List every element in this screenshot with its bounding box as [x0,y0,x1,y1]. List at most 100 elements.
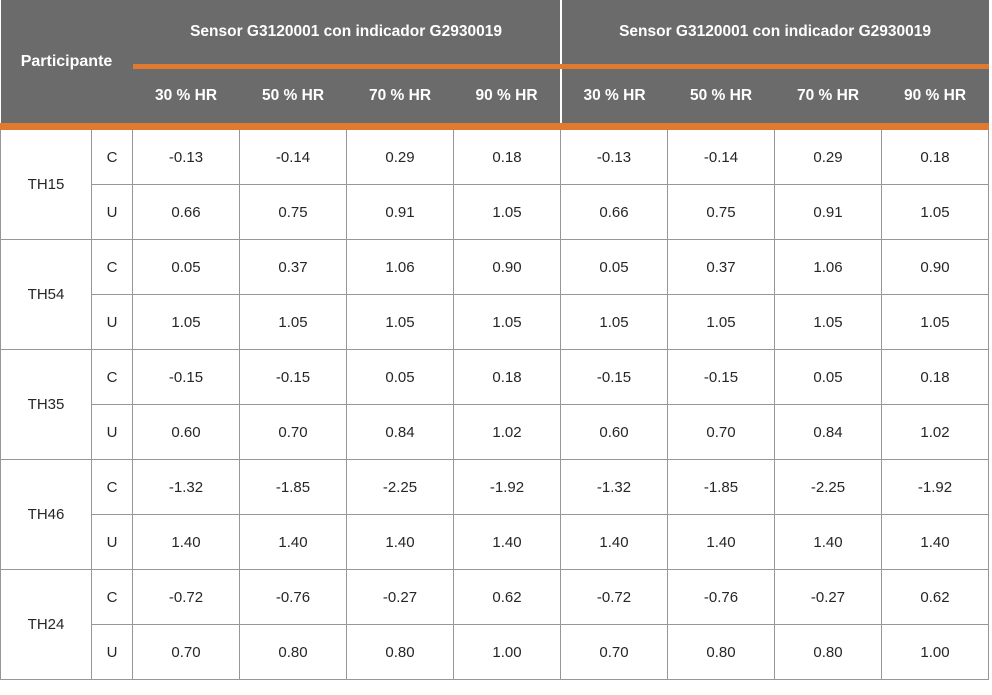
value-cell: 0.66 [560,184,669,240]
value-cell: 1.00 [452,624,562,680]
value-cell: 1.40 [560,514,669,570]
value-cell: 1.40 [239,514,347,570]
value-cell: -0.14 [667,126,776,185]
table-row: TH24 C -0.72 -0.76 -0.27 0.62 -0.72 -0.7… [0,569,990,680]
value-cell: -0.15 [239,349,347,405]
table-row: TH46 C -1.32 -1.85 -2.25 -1.92 -1.32 -1.… [0,459,990,570]
value-cell: -1.32 [560,459,669,515]
value-cell: -0.27 [774,569,883,625]
row-type-cell: U [91,294,133,350]
sensor-group1-title: Sensor G3120001 con indicador G2930019 [132,0,561,69]
value-cell: 1.05 [346,294,454,350]
value-cell: -1.85 [667,459,776,515]
value-cell: -1.85 [239,459,347,515]
value-cell: 0.90 [452,239,562,295]
value-cell: 1.40 [667,514,776,570]
value-cell: 0.18 [452,349,562,405]
value-cell: 1.05 [452,184,562,240]
value-cell: 0.05 [346,349,454,405]
value-cell: 0.29 [346,126,454,185]
subheader-g2-50hr: 50 % HR [667,66,775,130]
subheader-g2-90hr: 90 % HR [881,66,989,130]
table-row: TH35 C -0.15 -0.15 0.05 0.18 -0.15 -0.15… [0,349,990,460]
value-cell: 0.70 [560,624,669,680]
value-cell: -0.14 [239,126,347,185]
value-cell: 1.05 [132,294,240,350]
value-cell: -1.92 [452,459,562,515]
value-cell: -0.15 [560,349,669,405]
row-type-cell: C [91,239,133,295]
value-cell: -0.72 [560,569,669,625]
sensor-group2-title: Sensor G3120001 con indicador G2930019 [559,0,989,69]
value-cell: 1.05 [452,294,562,350]
value-cell: 0.37 [667,239,776,295]
value-cell: 0.91 [774,184,883,240]
value-cell: 0.37 [239,239,347,295]
value-cell: 0.62 [452,569,562,625]
value-cell: 0.80 [667,624,776,680]
value-cell: 1.06 [346,239,454,295]
subheader-g2-70hr: 70 % HR [774,66,882,130]
row-type-cell: U [91,624,133,680]
participant-cell: TH35 [0,349,92,460]
value-cell: 1.40 [881,514,990,570]
table-row: U 1.05 1.05 1.05 1.05 1.05 1.05 1.05 1.0… [1,294,990,350]
value-cell: -0.72 [132,569,240,625]
row-type-cell: U [91,514,133,570]
value-cell: 1.40 [452,514,562,570]
value-cell: -0.15 [132,349,240,405]
row-type-cell: C [91,349,133,405]
participant-cell: TH24 [0,569,92,680]
value-cell: -0.76 [239,569,347,625]
value-cell: 0.29 [774,126,883,185]
subheader-g1-30hr: 30 % HR [132,66,240,130]
value-cell: 1.05 [881,294,990,350]
table-header: Participante Sensor G3120001 con indicad… [0,0,989,130]
value-cell: 1.05 [667,294,776,350]
value-cell: 0.60 [560,404,669,460]
results-table-container: Participante Sensor G3120001 con indicad… [0,0,990,680]
value-cell: 0.80 [239,624,347,680]
value-cell: 0.05 [560,239,669,295]
table-body: TH15 C -0.13 -0.14 0.29 0.18 -0.13 -0.14… [0,126,990,680]
sensor-results-table: Participante Sensor G3120001 con indicad… [0,0,990,680]
row-type-cell: U [91,404,133,460]
value-cell: 0.70 [239,404,347,460]
value-cell: 0.70 [132,624,240,680]
row-type-cell: C [91,569,133,625]
value-cell: 0.75 [667,184,776,240]
value-cell: 0.80 [774,624,883,680]
value-cell: 1.05 [560,294,669,350]
value-cell: 0.66 [132,184,240,240]
value-cell: 1.02 [881,404,990,460]
value-cell: 0.84 [774,404,883,460]
value-cell: 0.60 [132,404,240,460]
value-cell: -0.13 [132,126,240,185]
value-cell: -0.13 [560,126,669,185]
value-cell: 0.62 [881,569,990,625]
value-cell: 0.84 [346,404,454,460]
value-cell: 1.40 [346,514,454,570]
value-cell: 1.06 [774,239,883,295]
value-cell: 1.02 [452,404,562,460]
table-row: TH54 C 0.05 0.37 1.06 0.90 0.05 0.37 1.0… [0,239,990,350]
value-cell: 0.05 [132,239,240,295]
participant-cell: TH54 [0,239,92,350]
value-cell: 1.40 [132,514,240,570]
value-cell: -0.27 [346,569,454,625]
value-cell: 0.05 [774,349,883,405]
value-cell: -0.15 [667,349,776,405]
participant-column-header: Participante [0,0,133,130]
value-cell: 0.91 [346,184,454,240]
value-cell: 1.05 [774,294,883,350]
row-type-cell: C [91,126,133,185]
table-row: U 0.70 0.80 0.80 1.00 0.70 0.80 0.80 1.0… [1,624,990,680]
value-cell: 1.05 [881,184,990,240]
value-cell: -2.25 [346,459,454,515]
value-cell: -1.92 [881,459,990,515]
table-row: TH15 C -0.13 -0.14 0.29 0.18 -0.13 -0.14… [0,126,990,240]
subheader-g1-70hr: 70 % HR [346,66,454,130]
value-cell: 0.90 [881,239,990,295]
participant-cell: TH46 [0,459,92,570]
row-type-cell: C [91,459,133,515]
